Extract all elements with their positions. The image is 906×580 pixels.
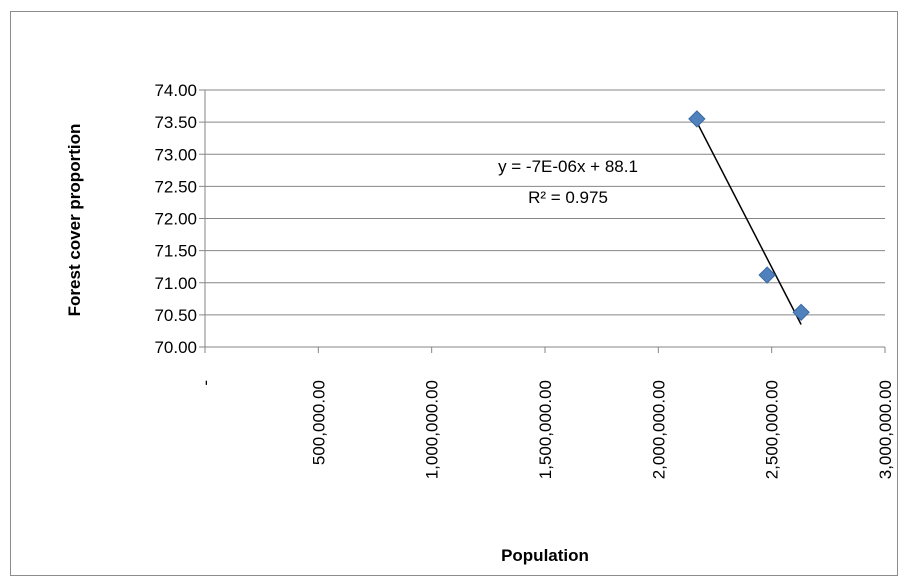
y-tick-label: 70.50 <box>154 306 197 325</box>
trendline-group <box>696 121 802 325</box>
y-tick-label: 73.00 <box>154 145 197 164</box>
r-squared-label: R² = 0.975 <box>528 188 608 207</box>
x-tick-label: 1,000,000.00 <box>423 380 442 479</box>
data-points <box>688 110 810 322</box>
x-tick-label: 1,500,000.00 <box>536 380 555 479</box>
y-tick-label: 74.00 <box>154 81 197 100</box>
x-tick-label: 2,500,000.00 <box>763 380 782 479</box>
x-tick-label: 2,000,000.00 <box>649 380 668 479</box>
data-point <box>688 110 706 128</box>
data-point <box>792 303 810 322</box>
y-tick-label: 73.50 <box>154 113 197 132</box>
axes <box>199 89 886 353</box>
chart-frame <box>10 11 898 576</box>
y-tick-label: 72.50 <box>154 177 197 196</box>
x-axis-title: Population <box>501 546 589 565</box>
x-tick-label: 500,000.00 <box>309 380 328 465</box>
y-tick-label: 71.50 <box>154 242 197 261</box>
x-tick-label: 3,000,000.00 <box>876 380 895 479</box>
y-tick-labels: 70.00 70.50 71.00 71.50 72.00 72.50 73.00 73.50… <box>154 81 197 357</box>
x-tick-label: - <box>196 380 215 386</box>
data-point <box>758 266 776 284</box>
y-tick-label: 70.00 <box>154 338 197 357</box>
y-tick-label: 71.00 <box>154 274 197 293</box>
y-axis-title: Forest cover proportion <box>65 124 84 317</box>
x-tick-labels: - 500,000.00 1,000,000.00 1,500,000.00 2,000… <box>196 380 895 479</box>
trendline <box>696 121 802 325</box>
gridlines <box>205 89 885 316</box>
y-tick-label: 72.00 <box>154 210 197 229</box>
trendline-equation: y = -7E-06x + 88.1 <box>498 157 638 176</box>
